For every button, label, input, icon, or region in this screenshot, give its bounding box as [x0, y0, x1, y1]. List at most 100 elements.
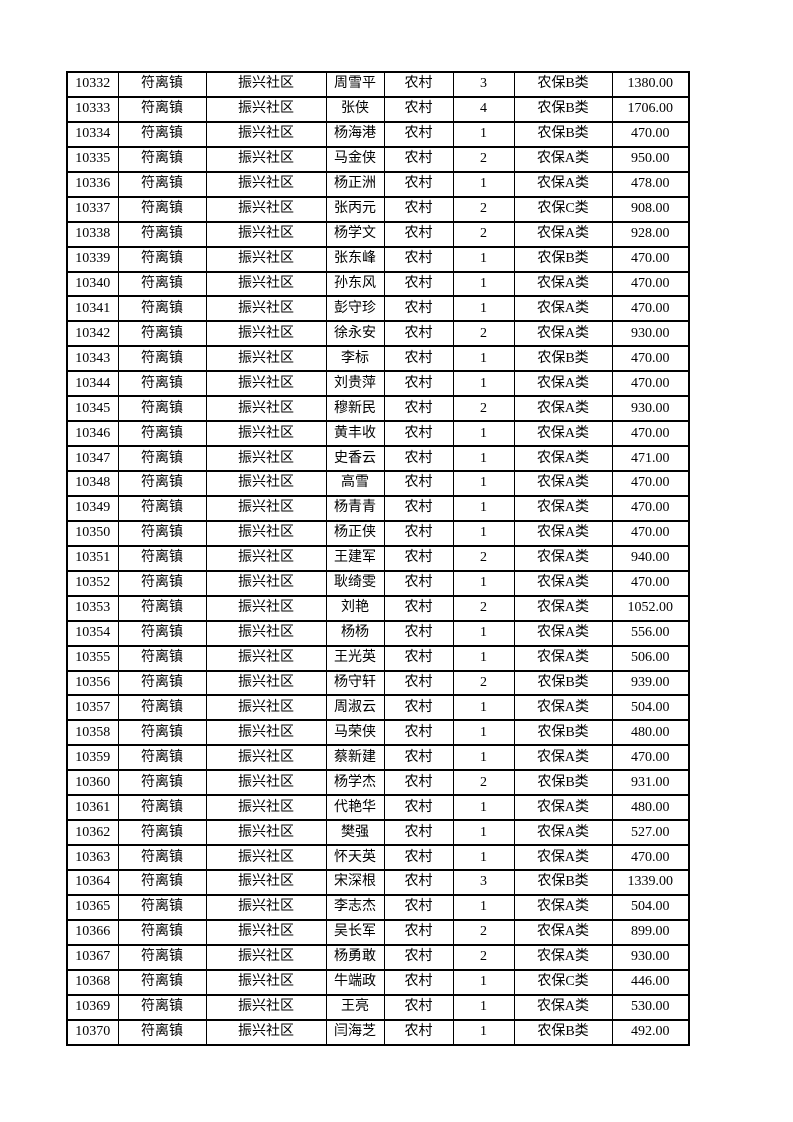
cell-town: 符离镇 — [117, 320, 207, 348]
cell-town: 符离镇 — [117, 794, 207, 822]
cell-residence-type: 农村 — [383, 470, 454, 497]
cell-count: 1 — [452, 794, 515, 822]
cell-residence-type: 农村 — [383, 170, 454, 198]
cell-insurance-class: 农保A类 — [513, 694, 613, 722]
cell-count: 1 — [452, 470, 515, 497]
table-row: 10364 符离镇 振兴社区 宋深根 农村 3 农保B类 1339.00 — [66, 869, 690, 896]
cell-count: 2 — [452, 943, 515, 971]
cell-insurance-class: 农保A类 — [513, 145, 613, 173]
cell-id: 10345 — [66, 395, 119, 423]
cell-town: 符离镇 — [117, 943, 207, 971]
cell-community: 振兴社区 — [205, 245, 327, 273]
table-row: 10344 符离镇 振兴社区 刘贵萍 农村 1 农保A类 470.00 — [66, 370, 690, 398]
table-row: 10355 符离镇 振兴社区 王光英 农村 1 农保A类 506.00 — [66, 644, 690, 672]
cell-name: 刘贵萍 — [325, 370, 385, 398]
cell-amount: 470.00 — [611, 470, 690, 497]
cell-residence-type: 农村 — [383, 819, 454, 847]
cell-residence-type: 农村 — [383, 345, 454, 373]
cell-amount: 930.00 — [611, 395, 690, 423]
cell-name: 高雪 — [325, 470, 385, 497]
cell-id: 10343 — [66, 345, 119, 373]
cell-residence-type: 农村 — [383, 320, 454, 348]
cell-insurance-class: 农保A类 — [513, 619, 613, 647]
cell-count: 4 — [452, 95, 515, 123]
cell-amount: 470.00 — [611, 569, 690, 597]
cell-town: 符离镇 — [117, 719, 207, 747]
cell-id: 10366 — [66, 918, 119, 946]
cell-count: 1 — [452, 494, 515, 522]
cell-town: 符离镇 — [117, 170, 207, 198]
cell-count: 1 — [452, 844, 515, 871]
cell-insurance-class: 农保A类 — [513, 370, 613, 398]
cell-community: 振兴社区 — [205, 120, 327, 148]
table-row: 10340 符离镇 振兴社区 孙东风 农村 1 农保A类 470.00 — [66, 270, 690, 298]
table-row: 10365 符离镇 振兴社区 李志杰 农村 1 农保A类 504.00 — [66, 893, 690, 921]
table-row: 10339 符离镇 振兴社区 张东峰 农村 1 农保B类 470.00 — [66, 245, 690, 273]
cell-count: 2 — [452, 145, 515, 173]
cell-amount: 470.00 — [611, 519, 690, 547]
cell-insurance-class: 农保C类 — [513, 195, 613, 223]
cell-amount: 470.00 — [611, 420, 690, 448]
cell-name: 王亮 — [325, 993, 385, 1021]
cell-amount: 470.00 — [611, 370, 690, 398]
cell-residence-type: 农村 — [383, 644, 454, 672]
cell-residence-type: 农村 — [383, 445, 454, 472]
cell-town: 符离镇 — [117, 220, 207, 248]
cell-count: 1 — [452, 569, 515, 597]
cell-name: 杨正洲 — [325, 170, 385, 198]
cell-residence-type: 农村 — [383, 993, 454, 1021]
cell-id: 10332 — [66, 71, 119, 98]
cell-insurance-class: 农保A类 — [513, 220, 613, 248]
cell-count: 1 — [452, 619, 515, 647]
table-row: 10350 符离镇 振兴社区 杨正侠 农村 1 农保A类 470.00 — [66, 519, 690, 547]
cell-community: 振兴社区 — [205, 195, 327, 223]
cell-community: 振兴社区 — [205, 470, 327, 497]
cell-id: 10362 — [66, 819, 119, 847]
cell-name: 代艳华 — [325, 794, 385, 822]
cell-name: 李标 — [325, 345, 385, 373]
cell-name: 杨学文 — [325, 220, 385, 248]
cell-town: 符离镇 — [117, 968, 207, 996]
cell-count: 1 — [452, 120, 515, 148]
cell-name: 李志杰 — [325, 893, 385, 921]
cell-amount: 930.00 — [611, 943, 690, 971]
cell-residence-type: 农村 — [383, 943, 454, 971]
cell-id: 10353 — [66, 594, 119, 622]
cell-id: 10349 — [66, 494, 119, 522]
cell-id: 10356 — [66, 669, 119, 697]
cell-community: 振兴社区 — [205, 893, 327, 921]
cell-amount: 950.00 — [611, 145, 690, 173]
cell-id: 10342 — [66, 320, 119, 348]
cell-residence-type: 农村 — [383, 95, 454, 123]
cell-id: 10338 — [66, 220, 119, 248]
cell-name: 王建军 — [325, 544, 385, 572]
cell-town: 符离镇 — [117, 445, 207, 472]
cell-town: 符离镇 — [117, 71, 207, 98]
cell-amount: 480.00 — [611, 719, 690, 747]
cell-community: 振兴社区 — [205, 744, 327, 772]
cell-count: 1 — [452, 819, 515, 847]
cell-residence-type: 农村 — [383, 893, 454, 921]
cell-id: 10347 — [66, 445, 119, 472]
cell-id: 10348 — [66, 470, 119, 497]
cell-town: 符离镇 — [117, 195, 207, 223]
cell-residence-type: 农村 — [383, 968, 454, 996]
cell-community: 振兴社区 — [205, 270, 327, 298]
cell-name: 杨青青 — [325, 494, 385, 522]
table-row: 10366 符离镇 振兴社区 吴长军 农村 2 农保A类 899.00 — [66, 918, 690, 946]
cell-town: 符离镇 — [117, 95, 207, 123]
cell-insurance-class: 农保A类 — [513, 993, 613, 1021]
cell-community: 振兴社区 — [205, 544, 327, 572]
cell-residence-type: 农村 — [383, 145, 454, 173]
cell-count: 2 — [452, 320, 515, 348]
cell-name: 闫海芝 — [325, 1018, 385, 1046]
cell-count: 1 — [452, 993, 515, 1021]
cell-residence-type: 农村 — [383, 694, 454, 722]
cell-insurance-class: 农保A类 — [513, 844, 613, 871]
table-row: 10346 符离镇 振兴社区 黄丰收 农村 1 农保A类 470.00 — [66, 420, 690, 448]
table-row: 10353 符离镇 振兴社区 刘艳 农村 2 农保A类 1052.00 — [66, 594, 690, 622]
cell-community: 振兴社区 — [205, 594, 327, 622]
cell-name: 蔡新建 — [325, 744, 385, 772]
table-row: 10337 符离镇 振兴社区 张丙元 农村 2 农保C类 908.00 — [66, 195, 690, 223]
cell-amount: 530.00 — [611, 993, 690, 1021]
